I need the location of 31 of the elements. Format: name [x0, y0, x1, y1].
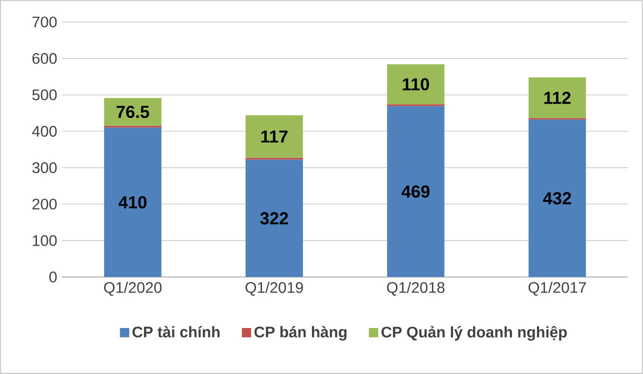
x-tick-label: Q1/2018 — [387, 282, 444, 296]
x-tick-label: Q1/2019 — [246, 282, 303, 296]
bar — [246, 160, 303, 277]
data-label: 469 — [402, 185, 430, 198]
y-tick-label: 500 — [32, 89, 57, 100]
data-label: 76.5 — [116, 106, 150, 118]
y-tick-label: 400 — [32, 126, 57, 137]
bar — [387, 106, 444, 277]
data-label: 117 — [261, 130, 288, 143]
bar — [246, 115, 303, 158]
y-tick-label: 200 — [32, 198, 57, 210]
legend-label: CP bán hàng — [254, 326, 347, 341]
data-label: 112 — [544, 92, 571, 104]
y-tick-label: 0 — [49, 272, 57, 282]
bar — [387, 64, 444, 104]
bar — [528, 77, 586, 118]
bar — [528, 120, 586, 277]
data-label: 322 — [260, 212, 288, 224]
legend-label: CP Quản lý doanh nghiệp — [381, 326, 567, 341]
y-tick-label: 600 — [32, 53, 57, 64]
data-label: 410 — [118, 196, 146, 208]
x-tick-label: Q1/2020 — [104, 282, 162, 296]
y-tick-label: 300 — [32, 162, 57, 174]
bar — [104, 128, 162, 277]
y-tick-label: 700 — [32, 16, 57, 28]
legend-label: CP tài chính — [132, 326, 220, 338]
data-label: 110 — [402, 78, 430, 90]
bar — [104, 98, 162, 126]
data-label: 432 — [543, 192, 572, 204]
y-tick-label: 100 — [32, 235, 57, 246]
x-tick-label: Q1/2017 — [528, 282, 586, 296]
